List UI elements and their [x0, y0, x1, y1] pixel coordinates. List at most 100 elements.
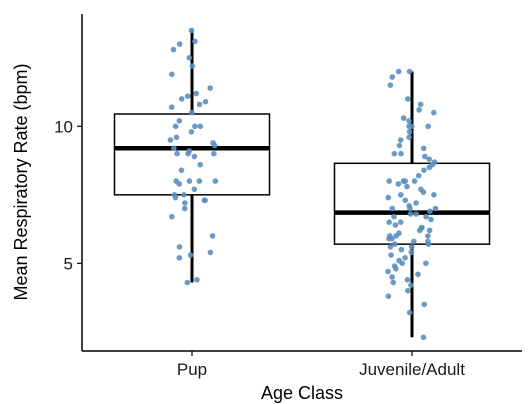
data-point — [169, 71, 175, 78]
data-point — [211, 142, 218, 149]
data-point — [417, 101, 424, 108]
data-point — [411, 178, 418, 184]
data-point — [420, 189, 427, 195]
plot-area — [113, 27, 491, 341]
data-point — [402, 197, 409, 204]
data-point — [420, 334, 427, 341]
data-point — [399, 260, 406, 267]
data-point — [176, 181, 182, 187]
data-point — [423, 213, 429, 220]
data-point — [191, 186, 198, 193]
data-point — [422, 153, 428, 160]
data-point — [393, 233, 399, 239]
data-point — [421, 167, 427, 173]
data-point — [425, 241, 432, 247]
x-axis-title: Age Class — [261, 383, 343, 403]
data-point — [406, 68, 413, 75]
data-point — [171, 145, 177, 152]
data-point — [415, 172, 422, 179]
data-point — [406, 134, 412, 141]
data-point — [178, 167, 185, 173]
data-point — [186, 178, 193, 184]
data-point — [168, 104, 175, 110]
data-point — [398, 246, 405, 253]
data-point — [408, 244, 415, 250]
data-point — [202, 98, 209, 105]
data-point — [402, 178, 409, 184]
data-point — [396, 142, 403, 149]
data-point — [406, 123, 412, 130]
data-point — [420, 145, 427, 152]
data-point — [406, 118, 412, 124]
data-point — [402, 254, 408, 261]
data-point — [385, 268, 391, 275]
data-point — [196, 178, 203, 184]
data-point — [176, 41, 183, 47]
data-point — [398, 192, 404, 198]
data-point — [173, 134, 180, 141]
data-point — [184, 279, 191, 286]
data-point — [400, 115, 407, 121]
data-point — [391, 150, 398, 157]
data-point — [413, 211, 420, 217]
data-point — [431, 192, 437, 198]
data-point — [193, 90, 200, 97]
data-point — [182, 205, 188, 212]
y-axis-ticks: 5 10 — [54, 117, 82, 273]
data-point — [408, 249, 415, 256]
data-point — [426, 156, 433, 162]
data-point — [182, 200, 188, 206]
data-point — [411, 238, 417, 245]
data-point — [416, 107, 422, 113]
data-point — [189, 109, 195, 116]
data-point — [386, 219, 393, 225]
data-point — [192, 123, 198, 130]
data-point — [395, 181, 402, 187]
data-point — [416, 227, 423, 234]
data-point — [425, 123, 432, 130]
data-point — [398, 150, 404, 157]
data-point — [389, 74, 396, 80]
data-point — [392, 222, 399, 228]
data-point — [405, 287, 411, 294]
data-point — [194, 277, 200, 283]
points-0 — [167, 27, 219, 286]
data-point — [387, 244, 394, 250]
data-point — [169, 213, 175, 220]
data-point — [397, 219, 404, 225]
data-point — [170, 46, 177, 53]
data-point — [431, 109, 437, 116]
data-point — [187, 252, 194, 258]
data-point — [389, 274, 395, 280]
data-point — [188, 27, 195, 34]
data-point — [186, 55, 193, 61]
data-point — [389, 205, 396, 212]
box-1 — [333, 71, 491, 338]
data-point — [406, 129, 413, 135]
data-point — [432, 205, 439, 212]
data-point — [197, 161, 203, 168]
x-axis-ticks: Pup Juvenile/Adult — [177, 351, 465, 379]
data-point — [188, 129, 195, 135]
data-point — [191, 153, 198, 160]
data-point — [395, 68, 402, 75]
data-point — [167, 137, 174, 143]
data-point — [207, 249, 214, 256]
data-point — [172, 123, 179, 130]
data-point — [184, 93, 191, 99]
data-point — [405, 96, 411, 102]
data-point — [407, 205, 413, 212]
data-point — [391, 213, 397, 220]
data-point — [404, 183, 410, 190]
data-point — [207, 85, 213, 91]
data-point — [426, 227, 433, 234]
box-0 — [113, 30, 271, 283]
y-tick-label: 10 — [54, 117, 73, 136]
data-point — [423, 260, 429, 267]
points-1 — [385, 68, 439, 341]
data-point — [209, 233, 216, 239]
y-tick-label: 5 — [64, 254, 73, 273]
x-tick-label: Pup — [177, 360, 207, 379]
data-point — [385, 194, 392, 201]
data-point — [415, 271, 421, 278]
